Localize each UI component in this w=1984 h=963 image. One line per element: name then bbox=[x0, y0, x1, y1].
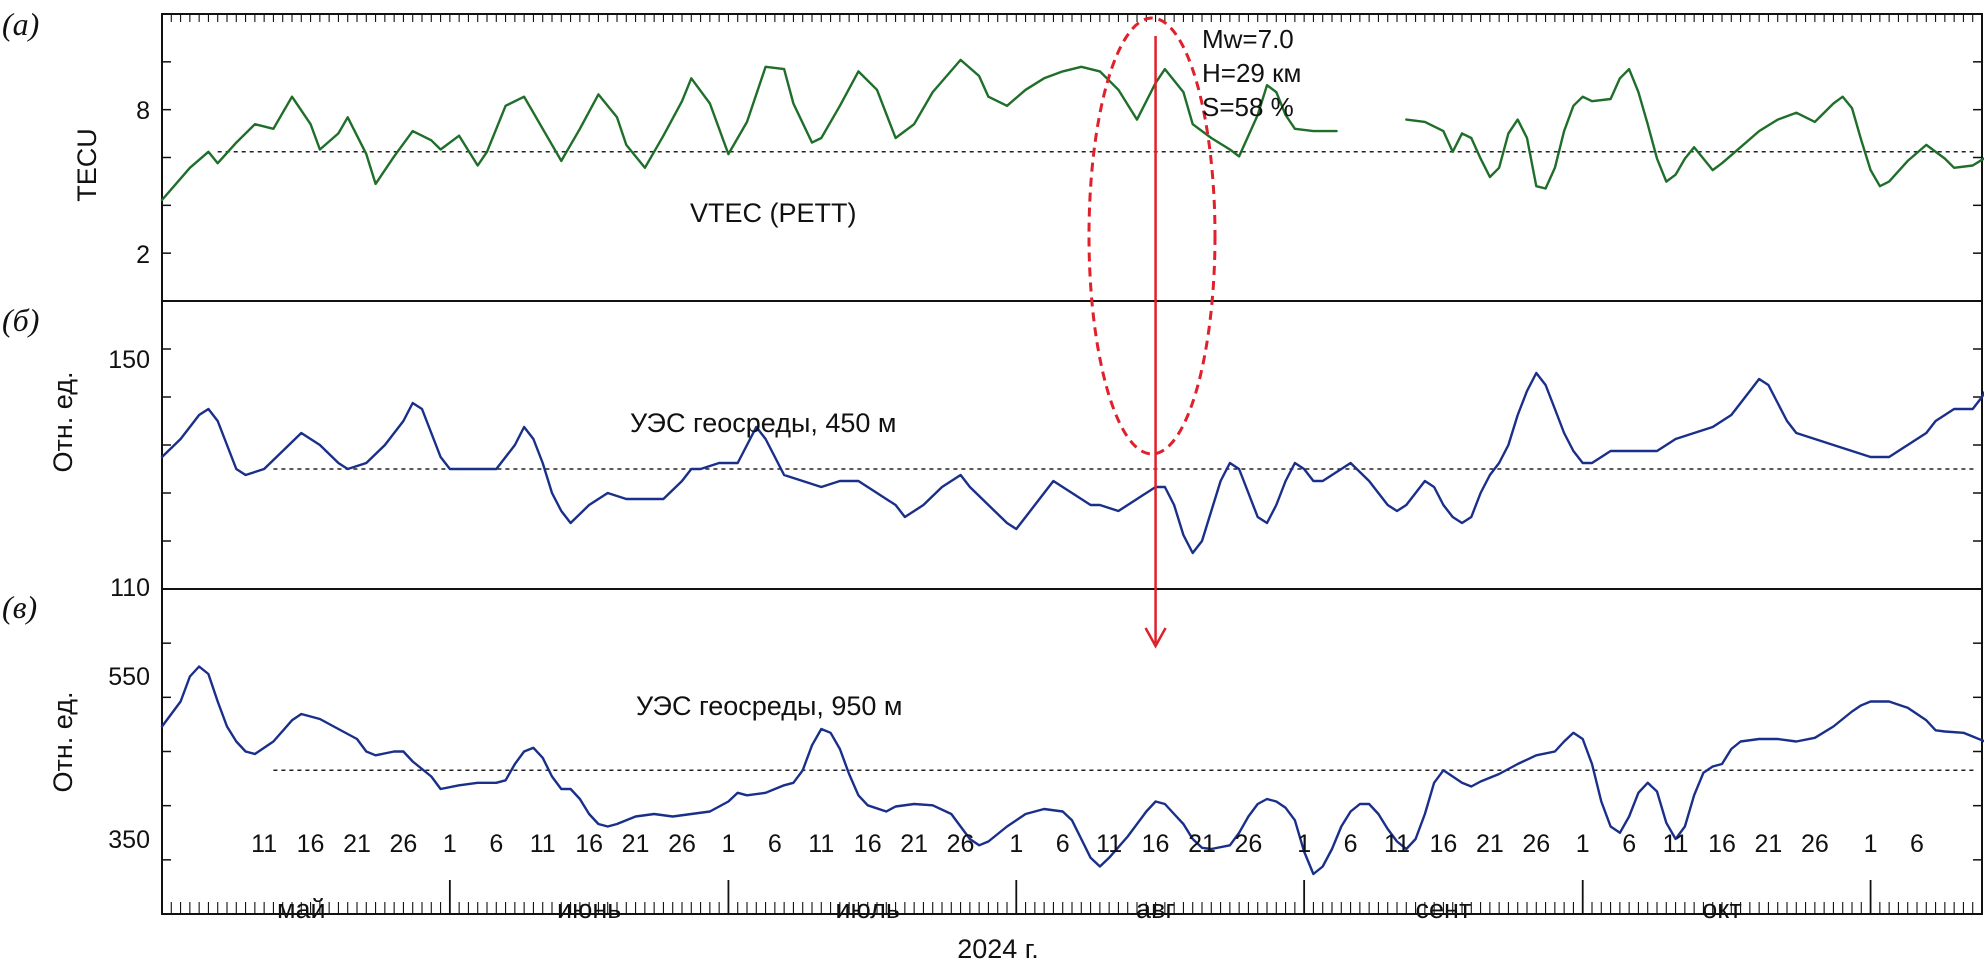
series-label-950m: УЭС геосреды, 950 м bbox=[636, 691, 902, 721]
x-tick-label-2: 21 bbox=[343, 830, 371, 858]
x-tick-label-8: 21 bbox=[622, 830, 650, 858]
y-tick-c-350: 350 bbox=[108, 826, 150, 854]
series-label-450m: УЭС геосреды, 450 м bbox=[630, 408, 896, 438]
reference-lines bbox=[217, 150, 1976, 772]
x-tick-label-26: 21 bbox=[1476, 830, 1504, 858]
x-tick-label-21: 26 bbox=[1235, 830, 1263, 858]
annotation-magnitude: Mw=7.0 bbox=[1202, 24, 1294, 54]
x-tick-label-14: 21 bbox=[900, 830, 928, 858]
x-tick-label-17: 6 bbox=[1056, 830, 1070, 858]
x-tick-label-19: 16 bbox=[1142, 830, 1170, 858]
y-tick-b-110: 110 bbox=[110, 574, 150, 602]
series-line-2-0 bbox=[160, 665, 1984, 876]
x-tick-label-7: 16 bbox=[575, 830, 603, 858]
x-tick-label-29: 6 bbox=[1622, 830, 1636, 858]
x-tick-label-15: 26 bbox=[947, 830, 975, 858]
x-tick-labels: 11 16 21 26 1 6 11 16 21 26 1 6 11 16 21 26 1 6 11 16 21 26 1 6… bbox=[251, 830, 1924, 924]
x-tick-label-20: 21 bbox=[1188, 830, 1216, 858]
x-tick-label-11: 6 bbox=[768, 830, 782, 858]
x-tick-label-30: 11 bbox=[1663, 830, 1689, 858]
x-tick-label-28: 1 bbox=[1576, 830, 1590, 858]
x-tick-label-0: 11 bbox=[251, 830, 277, 858]
series-line-0-1 bbox=[1405, 67, 1984, 190]
x-axis-title: 2024 г. bbox=[957, 934, 1039, 963]
month-label-3: авг bbox=[1136, 894, 1175, 924]
x-tick-label-16: 1 bbox=[1009, 830, 1023, 858]
y-axis-label-a: TECU bbox=[72, 128, 102, 202]
x-tick-label-33: 26 bbox=[1801, 830, 1829, 858]
x-tick-label-23: 6 bbox=[1344, 830, 1358, 858]
x-tick-label-35: 6 bbox=[1910, 830, 1924, 858]
y-axis-label-c: Отн. ед. bbox=[48, 692, 78, 793]
x-tick-label-12: 11 bbox=[808, 830, 834, 858]
month-label-1: июнь bbox=[557, 894, 621, 924]
x-tick-label-1: 16 bbox=[297, 830, 325, 858]
annotation-depth: H=29 км bbox=[1202, 58, 1301, 88]
panel-letter-b: (б) bbox=[2, 302, 39, 338]
x-tick-label-18: 11 bbox=[1096, 830, 1122, 858]
y-tick-b-150: 150 bbox=[108, 346, 150, 374]
event-arrowhead bbox=[1144, 627, 1167, 649]
series-label-vtec: VTEC (PETT) bbox=[690, 198, 857, 228]
x-tick-label-6: 11 bbox=[530, 830, 556, 858]
series-lines bbox=[160, 58, 1984, 876]
y-tick-a-8: 8 bbox=[136, 97, 150, 125]
month-label-2: июль bbox=[835, 894, 900, 924]
y-tick-a-2: 2 bbox=[136, 241, 150, 269]
y-tick-c-550: 550 bbox=[108, 663, 150, 691]
panel-letter-a: (а) bbox=[2, 6, 39, 42]
x-tick-label-13: 16 bbox=[854, 830, 882, 858]
x-tick-label-27: 26 bbox=[1522, 830, 1550, 858]
x-tick-label-24: 11 bbox=[1384, 830, 1410, 858]
x-tick-label-3: 26 bbox=[390, 830, 418, 858]
x-tick-label-5: 6 bbox=[489, 830, 503, 858]
month-label-4: сент bbox=[1416, 894, 1472, 924]
annotation-s: S=58 % bbox=[1202, 92, 1294, 122]
x-tick-label-31: 16 bbox=[1708, 830, 1736, 858]
panel-letter-c: (в) bbox=[2, 589, 37, 625]
x-tick-label-10: 1 bbox=[721, 830, 735, 858]
series-line-0-0 bbox=[160, 58, 1338, 202]
x-tick-label-22: 1 bbox=[1297, 830, 1311, 858]
y-axis-label-b: Отн. ед. bbox=[48, 372, 78, 473]
plot-frame bbox=[161, 13, 1983, 915]
x-tick-label-32: 21 bbox=[1755, 830, 1783, 858]
series-line-1-0 bbox=[160, 371, 1984, 555]
x-tick-label-25: 16 bbox=[1430, 830, 1458, 858]
event-ellipse bbox=[1087, 16, 1217, 456]
axis-ticks bbox=[161, 14, 1983, 914]
month-label-0: май bbox=[277, 894, 326, 924]
x-tick-label-34: 1 bbox=[1864, 830, 1878, 858]
month-label-5: окт bbox=[1702, 894, 1742, 924]
x-tick-label-9: 26 bbox=[668, 830, 696, 858]
x-tick-label-4: 1 bbox=[443, 830, 457, 858]
